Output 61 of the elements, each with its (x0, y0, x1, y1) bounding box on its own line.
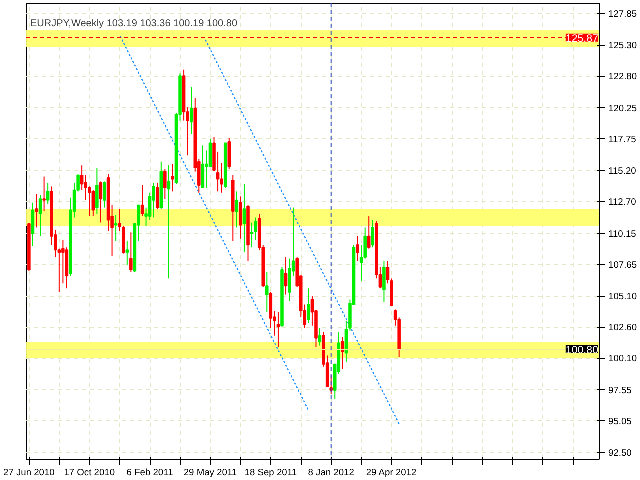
text: EURJPY,Weekly 103.19 103.36 100.19 100.80 (30, 18, 238, 30)
candlestick (96, 168, 99, 215)
x-tick-label: 29 May 2011 (184, 468, 238, 478)
candlestick (140, 184, 144, 218)
candlestick (307, 288, 310, 324)
candlestick (167, 165, 171, 280)
candlestick (130, 232, 133, 273)
candlestick (318, 328, 322, 346)
candlestick (356, 236, 360, 262)
candlestick (35, 194, 38, 228)
candlestick (152, 182, 156, 218)
y-tick-label: 122.80 (608, 72, 638, 82)
candlestick (126, 240, 130, 266)
y-tick-label: 95.05 (608, 416, 632, 426)
candlestick (371, 220, 375, 248)
candlestick (114, 214, 118, 242)
candlestick (276, 312, 280, 348)
candlestick (38, 194, 42, 237)
y-tick-label: 100.10 (608, 354, 638, 364)
candlestick (42, 176, 46, 212)
candlestick (201, 145, 205, 188)
y-tick-label: 110.15 (608, 228, 636, 239)
y-tick-label: 92.50 (608, 448, 632, 458)
x-tick-label: 18 Sep 2011 (244, 468, 298, 478)
y-tick-label: 120.25 (608, 103, 638, 114)
candlestick (99, 181, 103, 224)
y-tick-label: 102.60 (608, 322, 638, 333)
candlestick (31, 202, 35, 247)
x-tick-label: 6 Feb 2011 (126, 468, 174, 478)
candlestick (103, 181, 106, 208)
ref-line-label: 100.80 (566, 344, 599, 357)
y-tick-label: 125.30 (608, 40, 638, 51)
y-tick-label: 117.75 (608, 134, 636, 144)
candlestick (382, 260, 386, 303)
candlestick (367, 216, 371, 250)
candlestick (239, 196, 242, 240)
x-tick-label: 17 Oct 2010 (64, 468, 116, 478)
y-tick-label: 115.20 (608, 166, 636, 176)
candlestick (190, 86, 194, 135)
candlestick (208, 138, 212, 168)
y-tick-label: 97.55 (608, 385, 632, 396)
x-tick-label: 29 Apr 2012 (366, 468, 417, 478)
x-tick-label: 27 Jun 2010 (4, 468, 55, 478)
y-tick-label: 105.10 (608, 292, 638, 302)
candlestick (341, 336, 344, 370)
y-tick-label: 112.70 (608, 197, 636, 208)
candlestick (171, 164, 174, 192)
candlestick (266, 272, 269, 313)
candlestick (250, 222, 254, 248)
candlestick (235, 191, 239, 228)
candlestick (92, 190, 96, 218)
candlestick (80, 165, 84, 191)
candlestick (156, 182, 160, 210)
x-tick-label: 8 Jan 2012 (308, 468, 354, 478)
candlestick (242, 184, 246, 254)
y-tick-label: 107.65 (608, 260, 638, 270)
ref-line-label: 125.87 (566, 32, 599, 45)
candlestick (164, 168, 167, 200)
y-tick-label: 127.85 (608, 8, 638, 19)
candlestick (46, 182, 50, 205)
candlestick (284, 257, 288, 296)
